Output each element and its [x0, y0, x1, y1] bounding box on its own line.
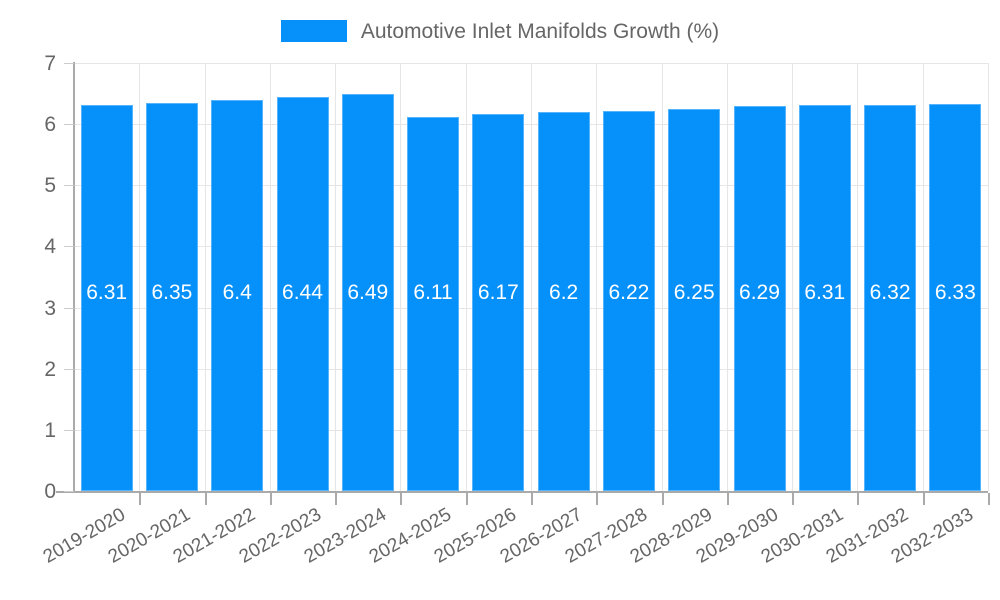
x-axis-tick [596, 493, 598, 505]
y-axis-label: 3 [44, 296, 56, 320]
bar[interactable] [537, 111, 590, 491]
x-axis-tick [727, 493, 729, 505]
y-axis-tick [64, 429, 74, 431]
bar[interactable] [276, 97, 329, 491]
x-axis-tick [988, 493, 990, 505]
y-axis-label: 1 [44, 418, 56, 442]
gridline-vertical [662, 63, 663, 491]
y-axis-tick [64, 124, 74, 126]
y-axis-tick [64, 246, 74, 248]
y-axis-label: 2 [44, 357, 56, 381]
bar-value-label: 6.11 [413, 281, 453, 304]
bar-value-label: 6.17 [477, 281, 519, 304]
y-axis-tick [64, 368, 74, 370]
bar[interactable] [341, 94, 394, 491]
bar[interactable] [211, 99, 264, 491]
gridline-vertical [792, 63, 793, 491]
x-axis-tick [205, 493, 207, 505]
bar-value-label: 6.2 [549, 281, 579, 304]
bar[interactable] [145, 102, 198, 491]
gridline-vertical [727, 63, 728, 491]
gridline-vertical [988, 63, 989, 491]
bar-value-label: 6.33 [934, 281, 976, 304]
x-axis-tick [662, 493, 664, 505]
y-axis-label: 6 [44, 113, 56, 137]
gridline-vertical [270, 63, 271, 491]
bar-value-label: 6.49 [347, 281, 389, 304]
x-axis-tick [923, 493, 925, 505]
bar-value-label: 6.29 [739, 281, 780, 304]
bar[interactable] [472, 113, 525, 491]
gridline-vertical [400, 63, 401, 491]
bar-value-label: 6.31 [86, 281, 128, 304]
plot-area: 6.31 6.35 6.4 6.44 6.49 6.11 6.17 6.2 6.22 6.25 6.… [74, 63, 989, 492]
bar-value-label: 6.31 [804, 281, 846, 304]
gridline-vertical [857, 63, 858, 491]
gridline-vertical [205, 63, 206, 491]
gridline-vertical [596, 63, 597, 491]
bar-value-label: 6.35 [151, 281, 193, 304]
x-axis-tick [531, 493, 533, 505]
bar-value-label: 6.44 [282, 281, 323, 304]
gridline-vertical [531, 63, 532, 491]
bar[interactable] [929, 103, 982, 491]
x-axis-line [56, 491, 988, 493]
y-axis-line [73, 62, 75, 492]
bar-value-label: 6.4 [222, 281, 252, 304]
chart-legend: Automotive Inlet Manifolds Growth (%) [0, 12, 1000, 50]
legend-color-swatch [280, 20, 347, 42]
y-axis-label: 0 [44, 480, 56, 503]
bar-value-label: 6.22 [608, 281, 650, 304]
y-axis-tick [64, 185, 74, 187]
bar[interactable] [798, 105, 851, 491]
y-axis-label: 4 [44, 235, 56, 259]
bar[interactable] [407, 117, 460, 491]
bar[interactable] [602, 110, 655, 491]
x-axis-tick [400, 493, 402, 505]
y-axis-tick [64, 491, 74, 492]
gridline-vertical [335, 63, 336, 491]
y-axis-tick [64, 307, 74, 309]
x-axis-tick [335, 493, 337, 505]
x-axis-tick [270, 493, 272, 505]
gridline-vertical [466, 63, 467, 491]
bar[interactable] [80, 105, 133, 491]
bar[interactable] [733, 106, 786, 491]
x-axis-tick [466, 493, 468, 505]
bar[interactable] [864, 104, 917, 491]
x-axis-tick [857, 493, 859, 505]
bar[interactable] [668, 108, 721, 491]
bar-value-label: 6.25 [673, 281, 715, 304]
y-axis-label: 5 [44, 174, 56, 198]
y-axis-tick [64, 63, 74, 64]
y-axis-label: 7 [44, 52, 56, 75]
x-axis-tick [139, 493, 141, 505]
x-axis-tick [792, 493, 794, 505]
bar-value-label: 6.32 [869, 281, 911, 304]
gridline-vertical [139, 63, 140, 491]
gridline-vertical [923, 63, 924, 491]
legend-label: Automotive Inlet Manifolds Growth (%) [360, 19, 720, 43]
